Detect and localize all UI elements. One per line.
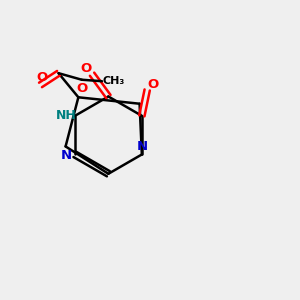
Text: N: N xyxy=(137,140,148,153)
Text: O: O xyxy=(36,71,48,84)
Text: NH: NH xyxy=(56,109,76,122)
Text: O: O xyxy=(80,62,92,75)
Text: O: O xyxy=(148,77,159,91)
Text: N: N xyxy=(60,149,72,162)
Text: CH₃: CH₃ xyxy=(102,76,124,86)
Text: O: O xyxy=(77,82,88,94)
